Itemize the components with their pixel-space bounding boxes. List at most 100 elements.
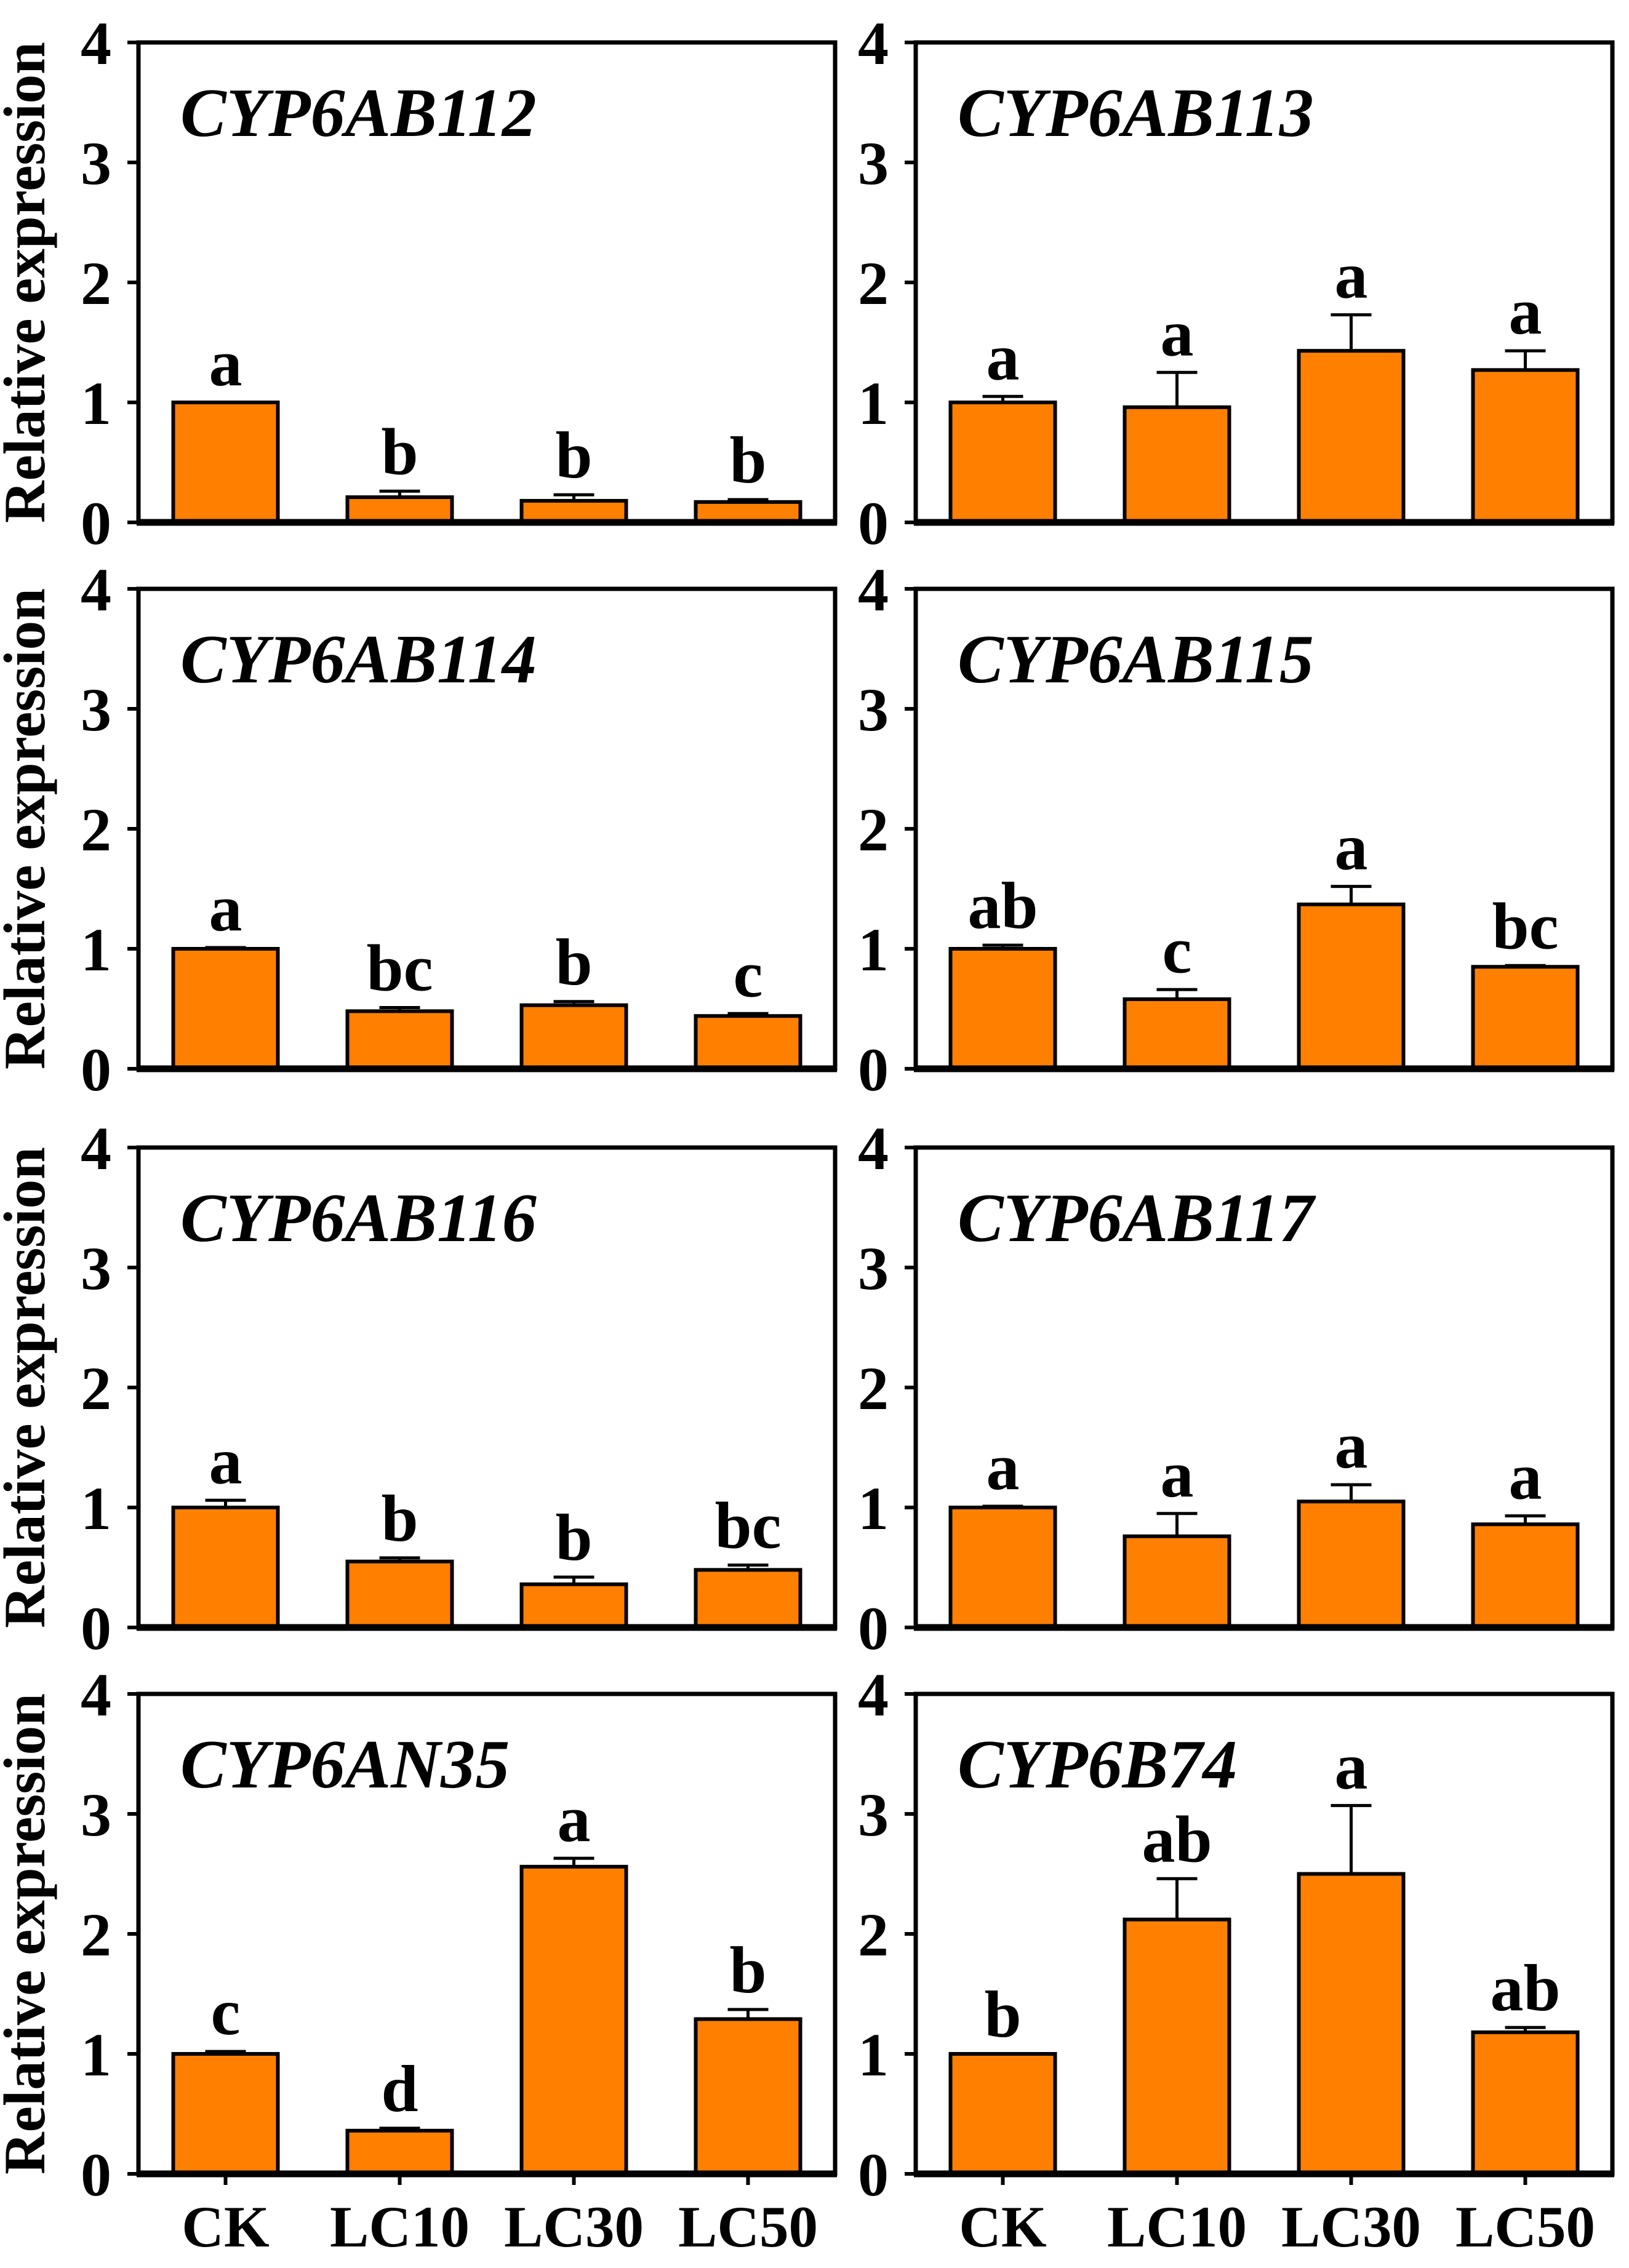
- y-axis-title: Relative expression: [0, 588, 57, 1069]
- sig-letter: c: [211, 1976, 241, 2049]
- y-tick-label: 0: [858, 1594, 889, 1663]
- y-tick-label: 0: [81, 2141, 111, 2209]
- y-tick-label: 1: [81, 369, 111, 437]
- bar-LC50: [1471, 1522, 1580, 1630]
- panel-CYP6AB117: a a a a 0 1 2 3 4 CYP6AB117: [858, 1114, 1615, 1663]
- bar-LC10: [1123, 1917, 1231, 2176]
- bar-LC30: [1297, 902, 1406, 1071]
- sig-letter: b: [729, 424, 766, 497]
- y-tick-label: 0: [81, 489, 111, 557]
- sig-letter: a: [1509, 275, 1542, 348]
- sig-letter: bc: [1492, 890, 1559, 963]
- y-tick-label: 2: [81, 796, 111, 864]
- y-tick-label: 3: [81, 676, 111, 744]
- bar-LC30: [1297, 349, 1406, 525]
- sig-letter: b: [729, 1934, 766, 2007]
- x-tick-label: LC30: [1281, 2194, 1421, 2259]
- y-tick-label: 4: [858, 1661, 889, 1729]
- y-axis-title: Relative expression: [0, 1693, 57, 2174]
- y-tick-label: 1: [81, 916, 111, 984]
- x-tick-label: CK: [182, 2194, 270, 2259]
- sig-letter: b: [984, 1978, 1021, 2051]
- panel-CYP6AB112: a b b b 0 1 2 3 4 CYP6AB112 Relative expression: [0, 9, 838, 557]
- sig-letter: a: [209, 872, 242, 945]
- y-tick-label: 1: [858, 2021, 889, 2089]
- sig-letter: a: [1161, 1438, 1194, 1511]
- bar-LC30: [1297, 1872, 1406, 2176]
- sig-letter: bc: [715, 1490, 782, 1563]
- sig-letter: a: [987, 1431, 1020, 1504]
- gene-title: CYP6AB113: [958, 75, 1314, 151]
- panel-CYP6B74: b CK ab LC10 a LC30 ab LC50 0 1 2 3 4 CYP6B74: [858, 1661, 1615, 2259]
- gene-title: CYP6B74: [958, 1727, 1237, 1803]
- sig-letter: b: [555, 926, 592, 999]
- gene-title: CYP6AB114: [180, 621, 537, 698]
- bar-LC10: [345, 2128, 454, 2176]
- bar-CK: [171, 2052, 280, 2176]
- y-tick-label: 1: [858, 1474, 889, 1543]
- y-tick-label: 1: [81, 2021, 111, 2089]
- bar-CK: [948, 1506, 1057, 1629]
- bar-LC50: [1471, 368, 1580, 524]
- sig-letter: a: [1161, 297, 1194, 370]
- y-tick-label: 2: [858, 1354, 889, 1423]
- bar-LC10: [345, 1559, 454, 1629]
- sig-letter: a: [987, 321, 1020, 394]
- gene-title: CYP6AB117: [958, 1180, 1316, 1256]
- bar-LC10: [345, 1009, 454, 1071]
- y-tick-label: 0: [858, 489, 889, 557]
- bar-CK: [171, 1506, 280, 1629]
- y-axis-title: Relative expression: [0, 42, 57, 523]
- sig-letter: a: [558, 1783, 591, 1856]
- sig-letter: b: [381, 415, 418, 489]
- sig-letter: a: [1509, 1440, 1542, 1514]
- sig-letter: a: [1335, 239, 1368, 313]
- sig-letter: b: [555, 1501, 592, 1575]
- bar-LC50: [694, 1568, 802, 1629]
- panel-CYP6AB116: a b b bc 0 1 2 3 4 CYP6AB116 Relative expression: [0, 1114, 838, 1663]
- bar-CK: [171, 401, 280, 524]
- y-tick-label: 2: [858, 249, 889, 317]
- x-tick-label: LC30: [504, 2194, 644, 2259]
- bar-LC50: [1471, 2030, 1580, 2176]
- bar-LC30: [519, 1864, 628, 2176]
- y-tick-label: 2: [81, 249, 111, 317]
- y-tick-label: 1: [81, 1474, 111, 1543]
- bar-LC10: [345, 495, 454, 524]
- bar-LC30: [519, 1582, 628, 1630]
- y-tick-label: 2: [81, 1901, 111, 1969]
- y-tick-label: 4: [81, 556, 111, 624]
- panel-CYP6AN35: c CK d LC10 a LC30 b LC50 0 1 2 3 4 CYP6AN35 Relative …: [0, 1661, 838, 2259]
- y-tick-label: 4: [81, 1114, 111, 1183]
- sig-letter: d: [381, 2053, 418, 2126]
- sig-letter: c: [734, 938, 763, 1011]
- y-tick-label: 2: [81, 1354, 111, 1423]
- x-tick-label: LC50: [678, 2194, 818, 2259]
- y-tick-label: 0: [81, 1036, 111, 1104]
- gene-title: CYP6AB112: [180, 75, 537, 151]
- sig-letter: bc: [367, 932, 433, 1005]
- sig-letter: ab: [1490, 1952, 1560, 2025]
- sig-letter: a: [209, 1424, 242, 1498]
- sig-letter: ab: [967, 869, 1038, 943]
- bar-CK: [171, 947, 280, 1071]
- x-tick-label: CK: [959, 2194, 1047, 2259]
- sig-letter: b: [381, 1482, 418, 1555]
- gene-title: CYP6AB115: [958, 621, 1314, 698]
- y-tick-label: 4: [858, 556, 889, 624]
- bar-LC10: [1123, 405, 1231, 524]
- x-tick-label: LC50: [1455, 2194, 1595, 2259]
- gene-title: CYP6AB116: [180, 1180, 537, 1256]
- bar-LC30: [1297, 1499, 1406, 1629]
- y-tick-label: 3: [81, 1781, 111, 1849]
- bar-LC50: [1471, 965, 1580, 1071]
- bar-LC10: [1123, 997, 1231, 1071]
- y-tick-label: 2: [858, 796, 889, 864]
- sig-letter: a: [1335, 811, 1368, 884]
- y-tick-label: 3: [858, 676, 889, 744]
- x-tick-label: LC10: [330, 2194, 470, 2259]
- y-tick-label: 3: [858, 129, 889, 198]
